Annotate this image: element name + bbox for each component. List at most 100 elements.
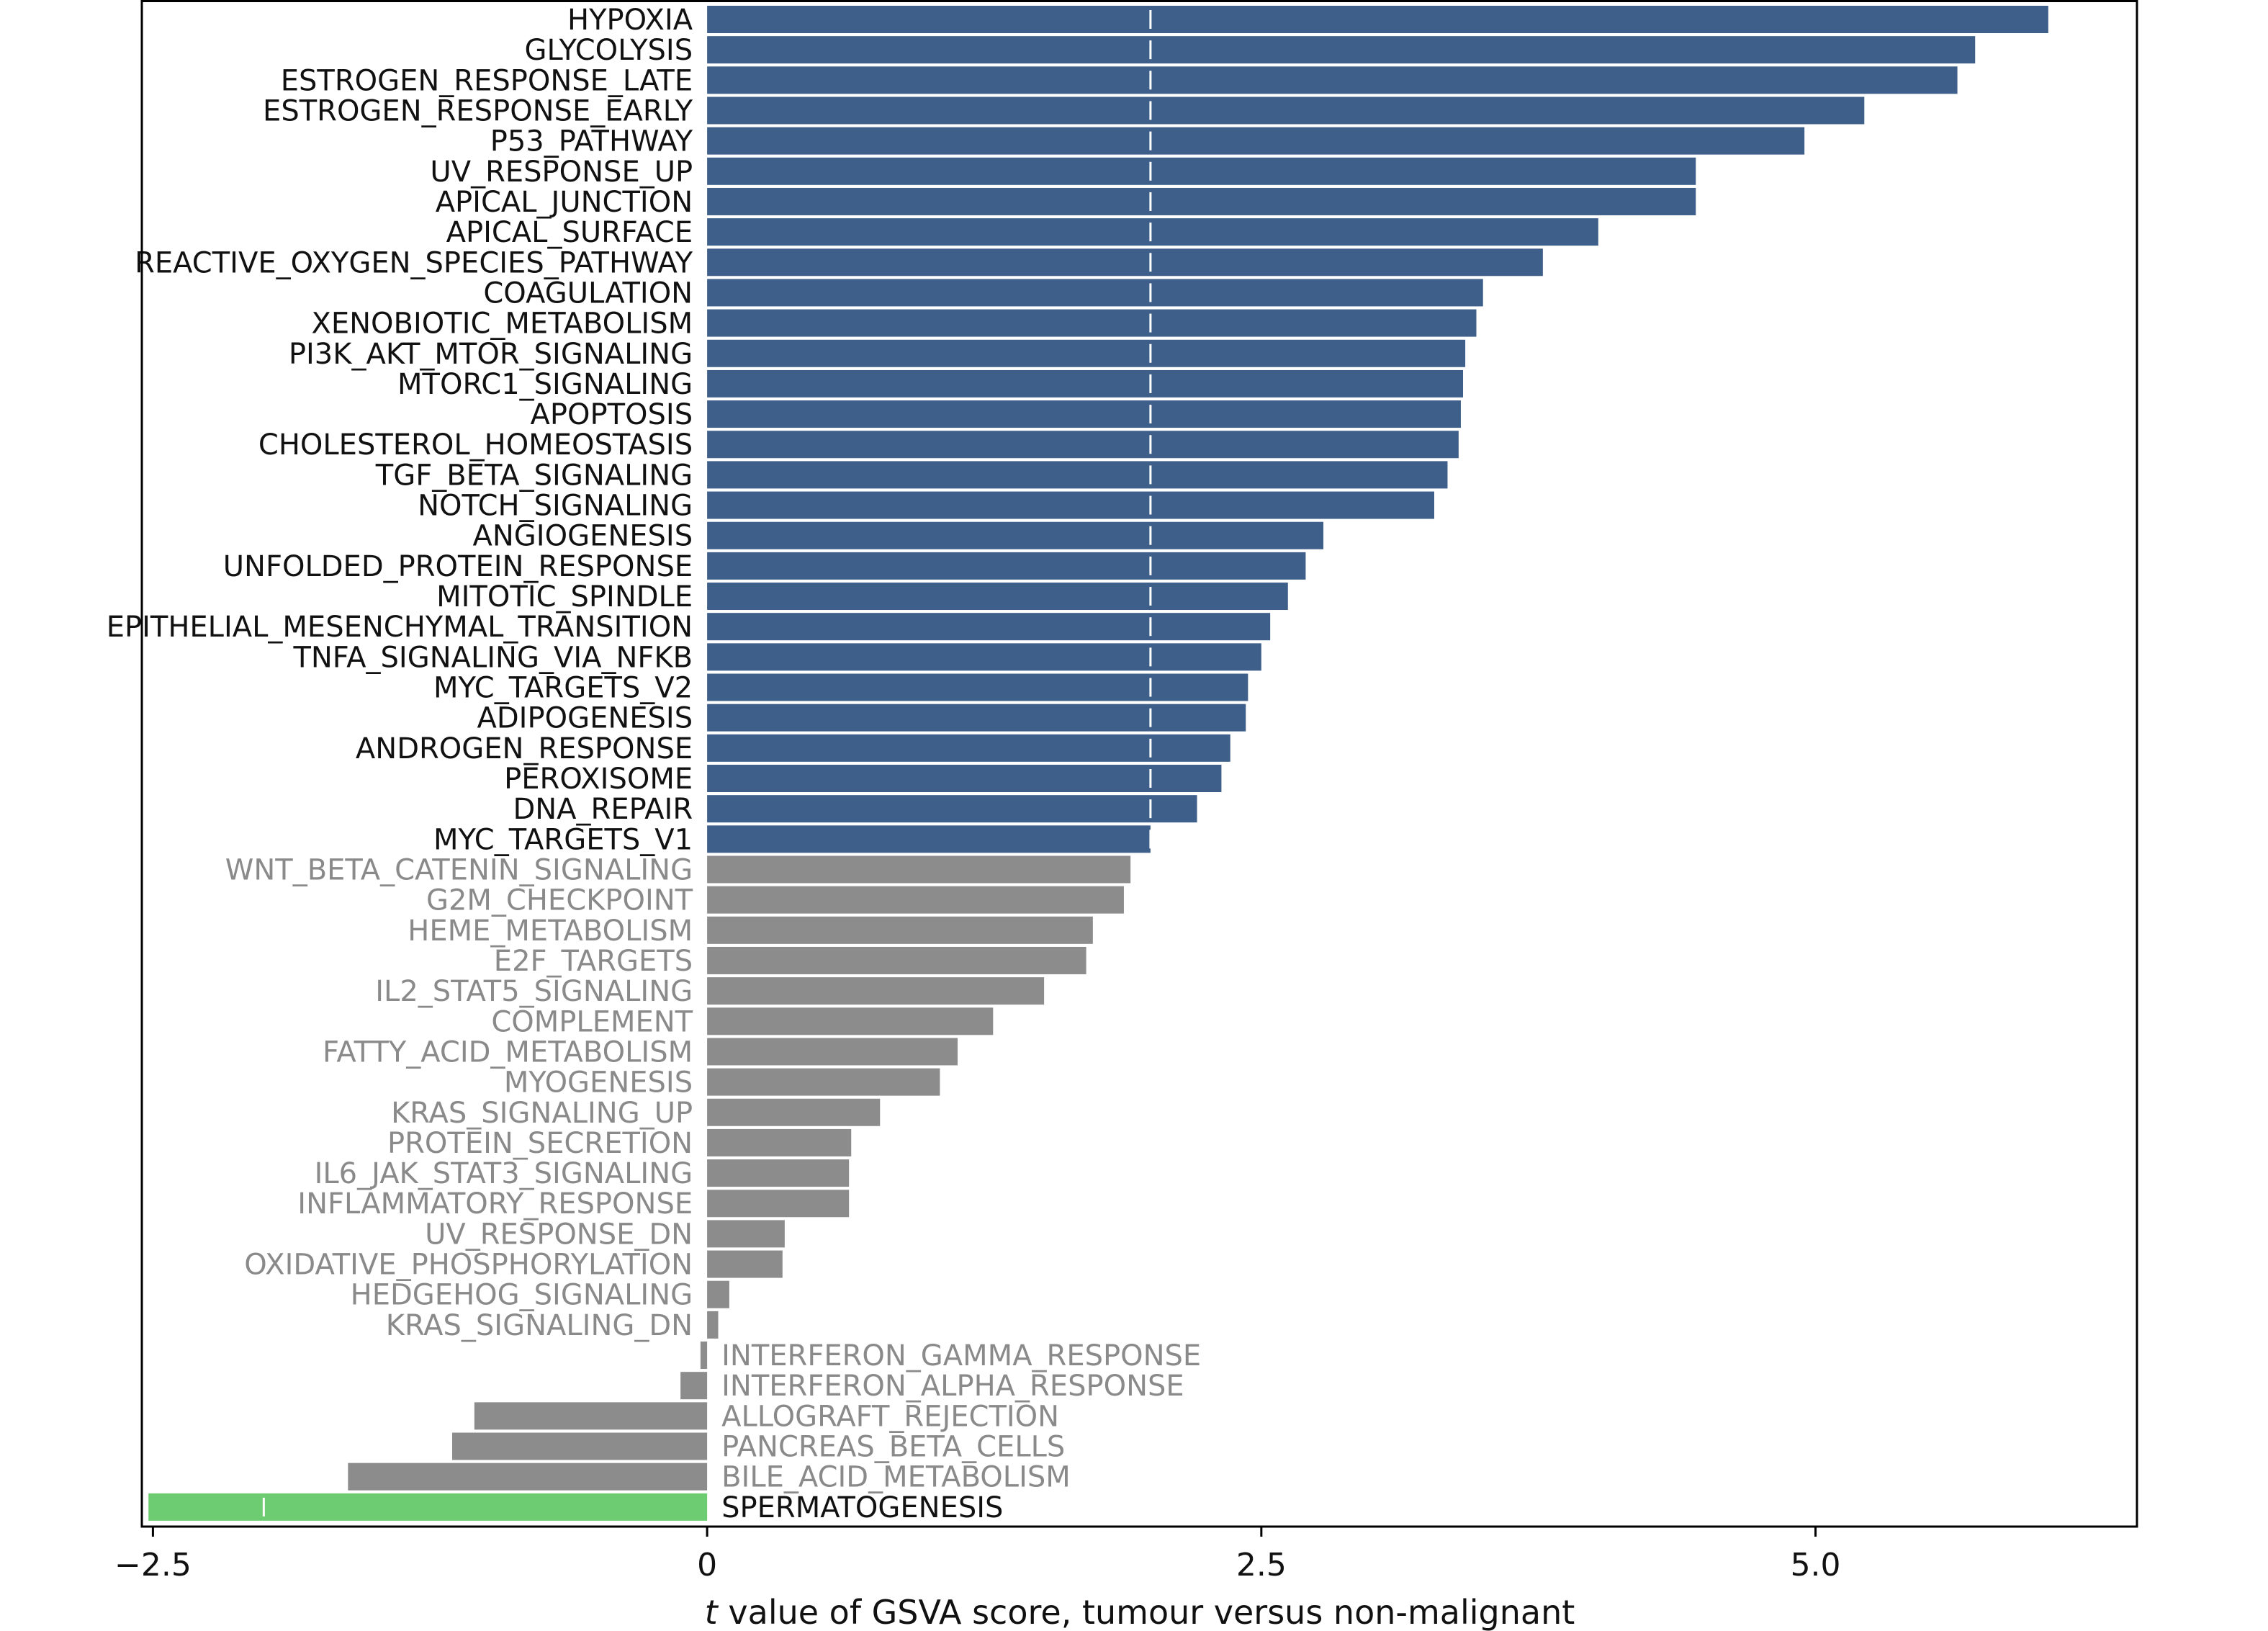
category-label: BILE_ACID_METABOLISM (721, 1461, 1071, 1494)
bar (707, 673, 1248, 701)
category-label: ESTROGEN_RESPONSE_LATE (281, 64, 693, 97)
bar (707, 1038, 958, 1066)
bar (680, 1372, 708, 1400)
bar (148, 1493, 708, 1521)
category-label: KRAS_SIGNALING_UP (391, 1097, 693, 1130)
bar (707, 552, 1306, 580)
category-label: INFLAMMATORY_RESPONSE (297, 1187, 693, 1221)
category-label: TGF_BETA_SIGNALING (375, 459, 693, 492)
bar (707, 855, 1131, 884)
category-label: UV_RESPONSE_UP (430, 156, 693, 189)
bar (707, 127, 1805, 155)
bar (707, 825, 1151, 853)
category-label: COAGULATION (483, 277, 693, 310)
x-tick-label: 5.0 (1791, 1547, 1841, 1583)
bar (707, 96, 1865, 125)
category-label: P53_PATHWAY (490, 125, 693, 158)
bar (707, 795, 1197, 823)
category-label: UV_RESPONSE_DN (425, 1218, 693, 1251)
bar (452, 1432, 708, 1460)
x-axis-title-variable: t (705, 1593, 719, 1631)
bar (707, 765, 1222, 792)
bar (707, 1098, 881, 1126)
bar (707, 1068, 940, 1096)
bar (707, 157, 1696, 185)
category-label: WNT_BETA_CATENIN_SIGNALING (225, 853, 693, 886)
category-label: GLYCOLYSIS (524, 34, 693, 67)
bar (707, 369, 1464, 397)
x-tick-label: −2.5 (114, 1547, 192, 1583)
category-label: FATTY_ACID_METABOLISM (323, 1035, 693, 1069)
category-label: KRAS_SIGNALING_DN (386, 1309, 693, 1342)
category-label: EPITHELIAL_MESENCHYMAL_TRANSITION (107, 611, 693, 644)
bar (700, 1342, 708, 1370)
category-label: APOPTOSIS (531, 398, 693, 431)
category-label: MTORC1_SIGNALING (397, 368, 693, 401)
bar (707, 521, 1324, 549)
category-label: MYC_TARGETS_V2 (433, 672, 693, 705)
x-axis-title-text: value of GSVA score, tumour versus non-m… (718, 1593, 1575, 1631)
bar (707, 1190, 850, 1218)
category-label: PI3K_AKT_MTOR_SIGNALING (289, 338, 693, 371)
category-label: HEDGEHOG_SIGNALING (351, 1279, 693, 1312)
category-label: PEROXISOME (504, 763, 693, 796)
category-label: HYPOXIA (567, 4, 693, 37)
category-label: MYC_TARGETS_V1 (433, 823, 693, 856)
bar (707, 400, 1461, 428)
bar (707, 1280, 729, 1308)
bar (707, 218, 1598, 246)
category-label: APICAL_SURFACE (446, 216, 693, 249)
bar (707, 6, 2048, 33)
bar (707, 886, 1124, 914)
bar (707, 279, 1483, 307)
category-label: INTERFERON_GAMMA_RESPONSE (721, 1339, 1201, 1372)
category-label: ANGIOGENESIS (473, 520, 693, 553)
bars-layer (148, 6, 2048, 1521)
category-labels: HYPOXIAGLYCOLYSISESTROGEN_RESPONSE_LATEE… (107, 4, 1202, 1524)
bar (707, 1311, 719, 1339)
category-label: COMPLEMENT (491, 1005, 693, 1038)
x-axis-title: t value of GSVA score, tumour versus non… (705, 1593, 1575, 1631)
x-axis-ticks: −2.5 0 2.5 5.0 (114, 1527, 1841, 1583)
category-label: MYOGENESIS (504, 1066, 693, 1100)
category-label: MITOTIC_SPINDLE (436, 580, 693, 614)
bar (707, 1007, 994, 1035)
category-label: HEME_METABOLISM (408, 915, 693, 948)
bar (707, 66, 1958, 94)
category-label: SPERMATOGENESIS (721, 1491, 1003, 1524)
category-label: DNA_REPAIR (513, 793, 693, 826)
bar (707, 491, 1434, 519)
bar (348, 1462, 708, 1491)
bar (707, 704, 1246, 732)
category-label: ESTROGEN_RESPONSE_EARLY (263, 94, 693, 127)
category-label: NOTCH_SIGNALING (418, 490, 693, 523)
bar (707, 461, 1448, 489)
category-label: IL2_STAT5_SIGNALING (375, 975, 693, 1008)
category-label: OXIDATIVE_PHOSPHORYLATION (244, 1249, 693, 1282)
category-label: IL6_JAK_STAT3_SIGNALING (315, 1157, 693, 1190)
bar (707, 1220, 785, 1248)
category-label: CHOLESTEROL_HOMEOSTASIS (258, 428, 693, 462)
bar (707, 734, 1230, 762)
category-label: PANCREAS_BETA_CELLS (721, 1431, 1065, 1464)
threshold-layer (262, 10, 1152, 1517)
bar (707, 583, 1288, 611)
x-tick-label: 0 (697, 1547, 717, 1583)
bar (707, 309, 1477, 337)
bar (474, 1402, 708, 1430)
category-label: PROTEIN_SECRETION (387, 1127, 693, 1160)
x-tick-label: 2.5 (1236, 1547, 1287, 1583)
category-label: E2F_TARGETS (494, 945, 693, 978)
bar (707, 1159, 850, 1187)
bar (707, 643, 1261, 671)
category-label: G2M_CHECKPOINT (426, 884, 693, 917)
category-label: TNFA_SIGNALING_VIA_NFKB (292, 641, 693, 674)
category-label: XENOBIOTIC_METABOLISM (311, 307, 693, 341)
category-label: ADIPOGENESIS (477, 702, 693, 735)
bar (707, 187, 1696, 215)
category-label: APICAL_JUNCTION (436, 186, 693, 219)
category-label: UNFOLDED_PROTEIN_RESPONSE (223, 550, 693, 583)
category-label: ALLOGRAFT_REJECTION (721, 1400, 1059, 1433)
bar (707, 431, 1459, 459)
bar (707, 613, 1271, 641)
